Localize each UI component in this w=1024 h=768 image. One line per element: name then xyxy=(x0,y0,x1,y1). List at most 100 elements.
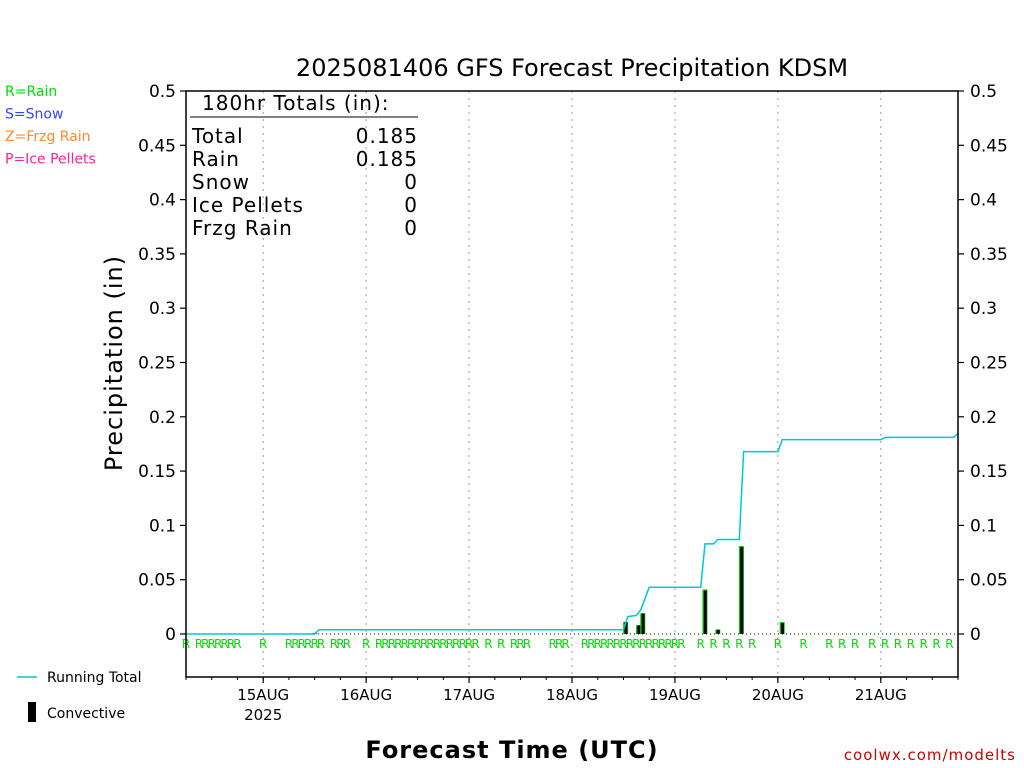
y-tick-label-left: 0.4 xyxy=(149,191,176,211)
rain-marker: R xyxy=(838,637,846,651)
rain-marker: R xyxy=(613,637,621,651)
rain-marker: R xyxy=(581,637,589,651)
y-tick-label-right: 0.5 xyxy=(970,82,997,102)
rain-marker: R xyxy=(594,637,602,651)
rain-marker: R xyxy=(201,637,209,651)
y-tick-label-right: 0.3 xyxy=(970,299,997,319)
series-legend: Running Total Convective xyxy=(17,670,142,722)
convective-legend-label: Convective xyxy=(47,706,125,722)
rain-marker: R xyxy=(632,637,640,651)
rain-marker: R xyxy=(696,637,704,651)
rain-marker: R xyxy=(516,637,524,651)
totals-row-value: 0.185 xyxy=(356,124,418,148)
y-tick-label-right: 0.05 xyxy=(970,571,1008,591)
rain-marker: R xyxy=(426,637,434,651)
rain-marker: R xyxy=(401,637,409,651)
rain-marker: R xyxy=(458,637,466,651)
y-tick-label-right: 0.35 xyxy=(970,245,1008,265)
y-tick-label-right: 0.25 xyxy=(970,354,1008,374)
totals-row-value: 0 xyxy=(404,170,418,194)
y-tick-label-right: 0 xyxy=(970,625,981,645)
rain-marker: R xyxy=(394,637,402,651)
rain-marker: R xyxy=(208,637,216,651)
convective-bar xyxy=(641,613,645,634)
totals-row-label: Frzg Rain xyxy=(192,216,293,240)
rain-marker: R xyxy=(664,637,672,651)
rain-marker: R xyxy=(748,637,756,651)
running-total-legend-label: Running Total xyxy=(47,670,142,686)
precip-type-legend-item: P=Ice Pellets xyxy=(5,152,96,168)
watermark-text: coolwx.com/modelts xyxy=(844,746,1016,764)
rain-marker: R xyxy=(381,637,389,651)
rain-marker: R xyxy=(658,637,666,651)
rain-marker: R xyxy=(291,637,299,651)
rain-marker: R xyxy=(600,637,608,651)
grid-lines xyxy=(186,91,958,677)
rain-marker: R xyxy=(606,637,614,651)
x-tick-label: 19AUG xyxy=(649,686,701,704)
rain-marker: R xyxy=(510,637,518,651)
y-tick-label-right: 0.2 xyxy=(970,408,997,428)
rain-marker: R xyxy=(214,637,222,651)
rain-marker: R xyxy=(645,637,653,651)
y-tick-label-left: 0 xyxy=(165,625,176,645)
convective-legend-swatch xyxy=(28,702,36,722)
x-tick-label: 16AUG xyxy=(340,686,392,704)
y-tick-label-left: 0.3 xyxy=(149,299,176,319)
x-tick-year-label: 2025 xyxy=(244,706,282,724)
convective-bar xyxy=(637,625,641,634)
y-tick-label-left: 0.2 xyxy=(149,408,176,428)
rain-marker: R xyxy=(375,637,383,651)
rain-marker: R xyxy=(555,637,563,651)
y-tick-label-left: 0.05 xyxy=(138,571,176,591)
rain-marker: R xyxy=(330,637,338,651)
rain-marker: R xyxy=(362,637,370,651)
rain-marker: R xyxy=(465,637,473,651)
rain-marker: R xyxy=(881,637,889,651)
rain-marker: R xyxy=(639,637,647,651)
rain-marker: R xyxy=(446,637,454,651)
rain-marker: R xyxy=(774,637,782,651)
precip-type-legend: R=Rain S=Snow Z=Frzg Rain P=Ice Pellets xyxy=(5,84,96,168)
rain-marker: R xyxy=(388,637,396,651)
rain-marker: R xyxy=(868,637,876,651)
rain-marker: R xyxy=(907,637,915,651)
y-tick-label-left: 0.15 xyxy=(138,462,176,482)
totals-row-label: Rain xyxy=(192,147,240,171)
y-tick-label-left: 0.35 xyxy=(138,245,176,265)
rain-marker: R xyxy=(343,637,351,651)
rain-marker: R xyxy=(561,637,569,651)
rain-marker: R xyxy=(619,637,627,651)
rain-marker: R xyxy=(677,637,685,651)
plot-frame xyxy=(185,90,959,678)
rain-marker: R xyxy=(523,637,531,651)
rain-marker: R xyxy=(497,637,505,651)
totals-row-value: 0 xyxy=(404,193,418,217)
rain-marker: R xyxy=(920,637,928,651)
x-tick-label: 20AUG xyxy=(752,686,804,704)
precip-type-legend-item: R=Rain xyxy=(5,84,57,100)
rain-marker: R xyxy=(420,637,428,651)
rain-marker: R xyxy=(851,637,859,651)
rain-marker: R xyxy=(233,637,241,651)
rain-marker: R xyxy=(735,637,743,651)
rain-marker: R xyxy=(407,637,415,651)
rain-marker: R xyxy=(471,637,479,651)
rain-marker: R xyxy=(671,637,679,651)
totals-row-value: 0 xyxy=(404,216,418,240)
totals-header: 180hr Totals (in): xyxy=(202,91,390,115)
x-tick-label: 18AUG xyxy=(546,686,598,704)
rain-marker: R xyxy=(452,637,460,651)
y-tick-label-left: 0.25 xyxy=(138,354,176,374)
y-axis-label: Precipitation (in) xyxy=(100,255,128,471)
rain-marker: R xyxy=(317,637,325,651)
rain-marker: R xyxy=(945,637,953,651)
rain-marker: R xyxy=(626,637,634,651)
convective-bar xyxy=(740,547,744,634)
x-tick-label: 15AUG xyxy=(237,686,289,704)
y-tick-label-right: 0.1 xyxy=(970,516,997,536)
y-tick-label-left: 0.45 xyxy=(138,136,176,156)
rain-marker: R xyxy=(285,637,293,651)
